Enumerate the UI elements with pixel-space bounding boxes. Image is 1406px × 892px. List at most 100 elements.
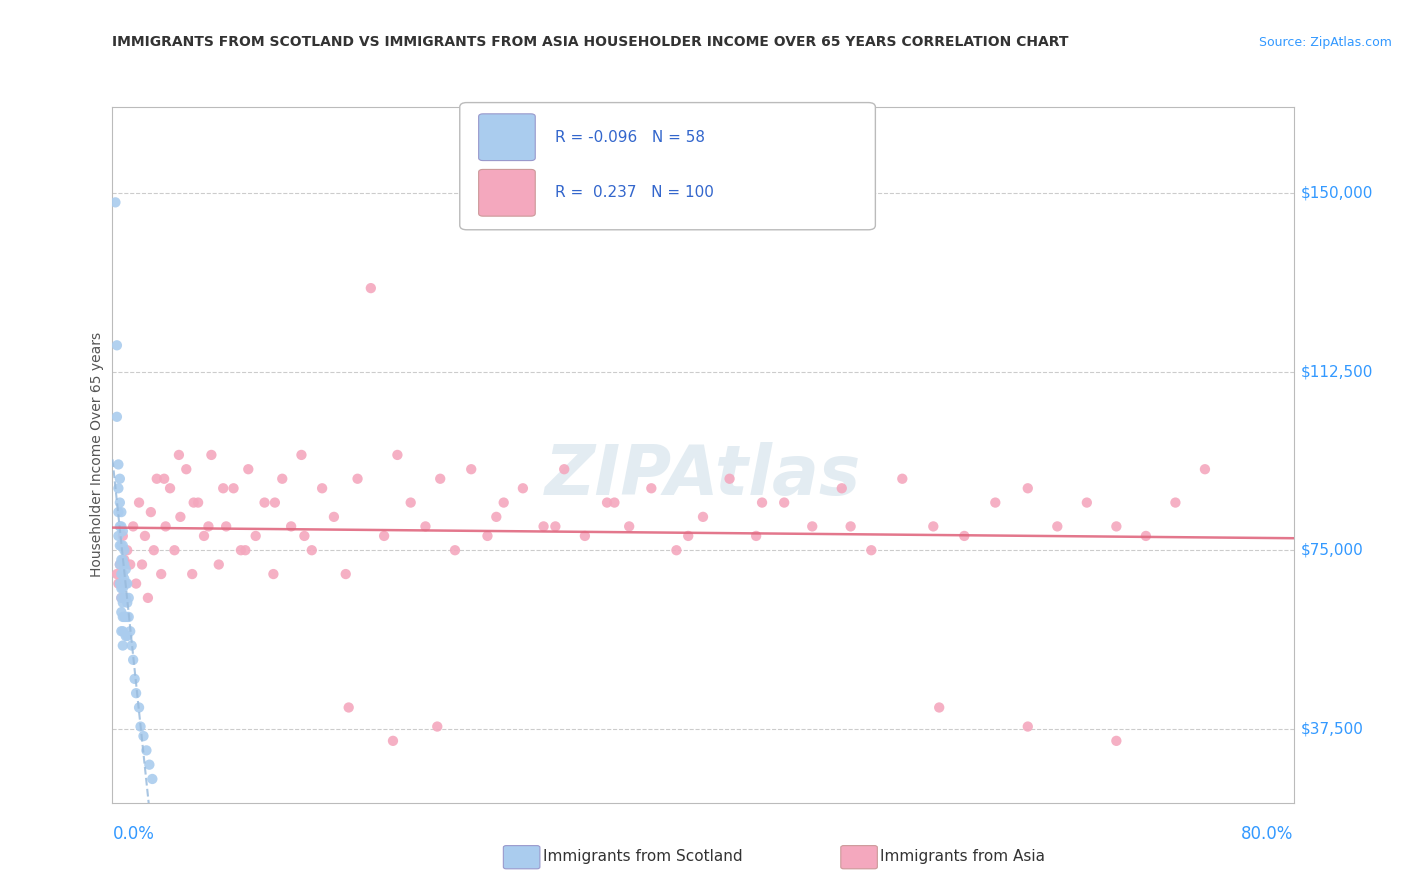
Point	[105, 409, 128, 424]
Point	[444, 543, 467, 558]
Point	[108, 472, 131, 486]
Point	[922, 519, 945, 533]
Point	[108, 539, 131, 553]
Text: Immigrants from Scotland: Immigrants from Scotland	[543, 849, 742, 863]
Point	[117, 576, 138, 591]
Point	[107, 481, 129, 495]
Point	[301, 543, 323, 558]
Point	[153, 472, 176, 486]
Point	[183, 495, 205, 509]
Point	[117, 610, 138, 624]
Point	[831, 481, 853, 495]
Point	[112, 572, 135, 586]
Point	[603, 495, 626, 509]
Point	[107, 505, 129, 519]
Point	[107, 458, 129, 472]
Point	[271, 472, 294, 486]
Point	[1076, 495, 1098, 509]
Point	[233, 543, 256, 558]
Point	[860, 543, 883, 558]
Point	[112, 610, 135, 624]
Point	[111, 624, 134, 639]
Point	[112, 558, 135, 572]
Point	[108, 558, 131, 572]
Point	[105, 567, 128, 582]
Point	[117, 629, 138, 643]
Point	[212, 481, 235, 495]
Point	[751, 495, 773, 509]
Point	[146, 472, 169, 486]
Point	[124, 672, 146, 686]
Point	[1105, 734, 1128, 748]
Point	[574, 529, 596, 543]
Point	[114, 610, 136, 624]
Point	[311, 481, 333, 495]
Point	[262, 567, 284, 582]
Point	[335, 567, 357, 582]
Point	[122, 653, 145, 667]
Point	[346, 472, 368, 486]
Point	[138, 757, 160, 772]
Text: R = -0.096   N = 58: R = -0.096 N = 58	[555, 129, 706, 145]
Point	[114, 576, 136, 591]
Point	[280, 519, 302, 533]
Point	[596, 495, 619, 509]
Point	[118, 610, 141, 624]
Point	[337, 700, 360, 714]
Point	[134, 529, 156, 543]
Point	[1194, 462, 1216, 476]
Point	[110, 567, 132, 582]
Point	[114, 576, 136, 591]
Point	[111, 539, 134, 553]
Point	[373, 529, 395, 543]
Point	[692, 509, 714, 524]
Point	[640, 481, 662, 495]
Point	[382, 734, 405, 748]
Point	[107, 576, 129, 591]
Point	[110, 605, 132, 619]
Point	[238, 462, 260, 476]
Point	[197, 519, 219, 533]
Point	[928, 700, 950, 714]
Point	[460, 462, 482, 476]
Point	[142, 543, 165, 558]
Point	[264, 495, 287, 509]
Point	[169, 509, 191, 524]
Point	[136, 591, 159, 605]
Point	[155, 519, 177, 533]
Point	[108, 519, 131, 533]
Text: 0.0%: 0.0%	[112, 825, 155, 843]
Point	[953, 529, 976, 543]
Point	[111, 553, 134, 567]
Point	[131, 558, 153, 572]
Point	[110, 539, 132, 553]
Point	[128, 700, 150, 714]
Point	[111, 639, 134, 653]
Y-axis label: Householder Income Over 65 years: Householder Income Over 65 years	[90, 333, 104, 577]
Text: $150,000: $150,000	[1301, 186, 1372, 201]
Point	[1164, 495, 1187, 509]
Text: $37,500: $37,500	[1301, 722, 1364, 737]
Point	[111, 529, 134, 543]
Point	[292, 529, 315, 543]
Point	[323, 509, 346, 524]
Point	[108, 495, 131, 509]
Point	[159, 481, 181, 495]
Point	[111, 567, 134, 582]
Point	[125, 576, 148, 591]
Point	[114, 629, 136, 643]
Text: ZIPAtlas: ZIPAtlas	[546, 442, 860, 509]
Point	[477, 529, 499, 543]
Point	[111, 582, 134, 596]
Point	[105, 338, 128, 352]
Point	[492, 495, 515, 509]
Point	[114, 562, 136, 576]
Point	[111, 524, 134, 538]
Point	[399, 495, 422, 509]
Point	[110, 553, 132, 567]
Point	[1135, 529, 1157, 543]
Point	[678, 529, 700, 543]
Point	[1017, 720, 1039, 734]
Point	[163, 543, 186, 558]
Text: R =  0.237   N = 100: R = 0.237 N = 100	[555, 186, 714, 201]
